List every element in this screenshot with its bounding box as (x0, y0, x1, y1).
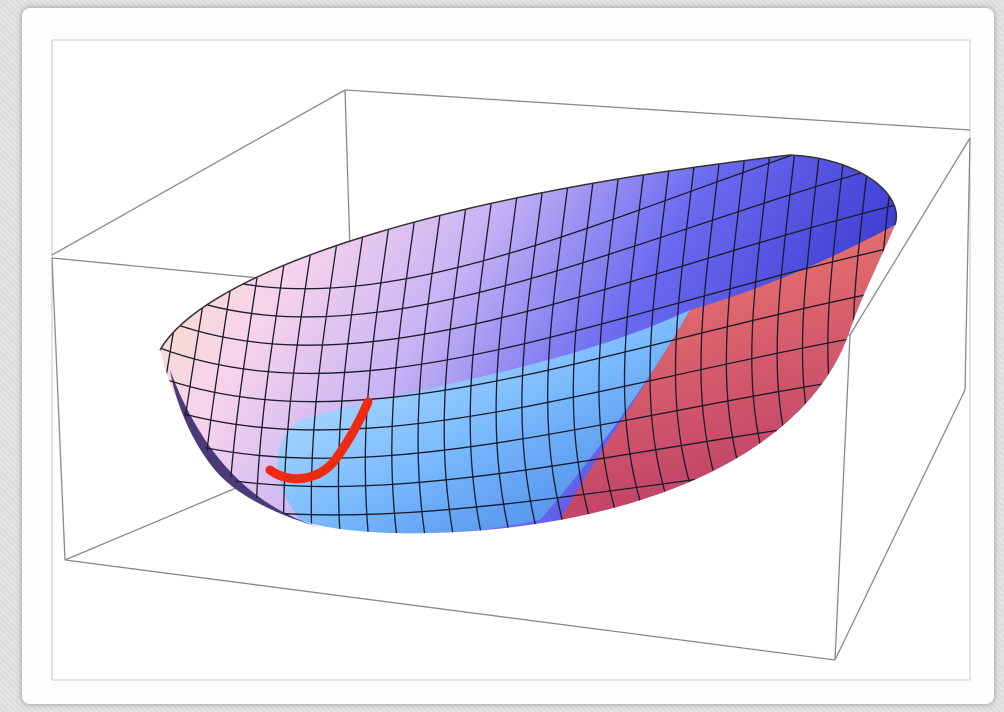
page-body: (() => { const mesh = document.getElemen… (0, 0, 1004, 712)
surface-plot (0, 0, 1004, 712)
page: {} html, body { margin: 0; padding: 0; }… (0, 0, 1004, 712)
